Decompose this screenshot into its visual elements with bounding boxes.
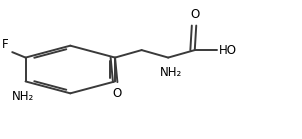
Text: O: O xyxy=(113,87,122,100)
Text: O: O xyxy=(190,8,199,22)
Text: NH₂: NH₂ xyxy=(11,90,34,103)
Text: F: F xyxy=(2,39,9,51)
Text: NH₂: NH₂ xyxy=(160,66,182,79)
Text: HO: HO xyxy=(218,44,236,57)
